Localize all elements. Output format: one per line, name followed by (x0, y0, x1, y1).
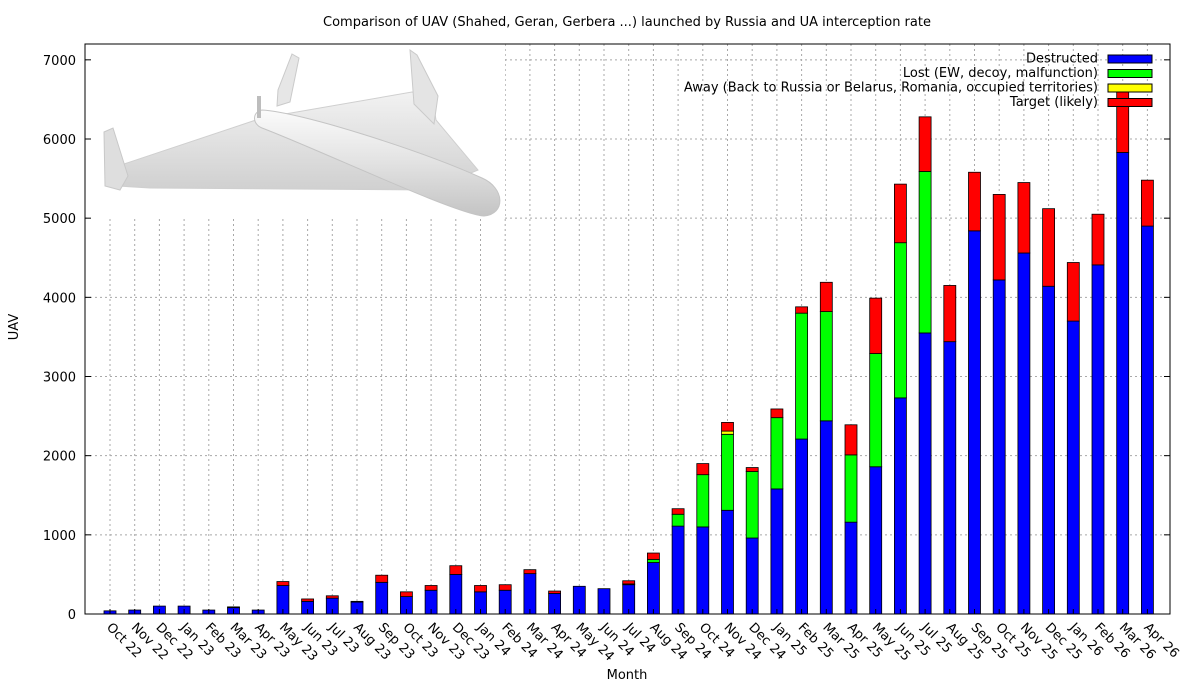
bar-segment (523, 573, 537, 615)
bar-segment (1042, 208, 1055, 287)
bar-segment (696, 463, 710, 476)
y-tick-label: 5000 (43, 212, 76, 227)
y-tick-label: 1000 (43, 529, 76, 544)
bar-segment (498, 584, 512, 591)
bar-segment (227, 606, 240, 609)
bar-segment (721, 430, 734, 435)
y-tick-label: 0 (68, 608, 76, 623)
y-tick-label: 4000 (43, 291, 76, 306)
bar-segment (696, 474, 710, 528)
bar-segment (622, 580, 636, 585)
y-axis-label: UAV (7, 314, 22, 341)
bar-segment (869, 297, 883, 354)
bar-segment (1017, 182, 1031, 254)
bar-segment (844, 521, 858, 615)
y-tick-label: 6000 (43, 133, 76, 148)
legend-swatch (1107, 83, 1153, 93)
bar-segment (770, 408, 784, 419)
bar-segment (968, 171, 981, 232)
bar-segment (1017, 252, 1031, 615)
bar-segment (819, 311, 833, 422)
x-axis-label: Month (607, 668, 648, 683)
bar-segment (721, 422, 734, 432)
bar-segment (449, 565, 463, 575)
legend-label: Lost (EW, decoy, malfunction) (903, 66, 1098, 81)
legend-swatch (1107, 98, 1153, 107)
bar-segment (918, 116, 932, 172)
legend-label: Destructed (1026, 52, 1098, 67)
bar-segment (548, 590, 561, 594)
shahed-drone-illustration (90, 44, 505, 219)
bar-segment (1116, 152, 1130, 615)
bar-segment (943, 341, 957, 615)
bar-segment (325, 595, 339, 599)
bar-segment (869, 466, 883, 615)
bar-segment (894, 397, 907, 615)
chart-title: Comparison of UAV (Shahed, Geran, Gerber… (323, 15, 931, 30)
bar-segment (399, 591, 413, 597)
y-tick-label: 2000 (43, 450, 76, 465)
bar-segment (992, 279, 1006, 615)
bar-segment (696, 526, 710, 615)
bar-segment (795, 312, 808, 440)
bar-segment (350, 600, 364, 603)
bar-segment (894, 183, 907, 244)
bar-segment (449, 574, 463, 615)
bar-segment (795, 438, 808, 615)
bar-segment (474, 585, 487, 593)
bar-segment (276, 581, 290, 586)
bar-segment (745, 471, 759, 539)
bar-segment (647, 558, 660, 563)
bar-segment (721, 509, 734, 615)
bar-segment (869, 353, 883, 468)
y-tick-label: 7000 (43, 54, 76, 69)
bar-segment (1066, 262, 1080, 322)
bar-segment (844, 424, 858, 456)
bar-segment (968, 230, 981, 615)
legend-swatch (1107, 69, 1153, 78)
legend-swatch (1107, 54, 1153, 64)
bar-segment (1091, 213, 1105, 266)
bar-segment (647, 552, 660, 560)
bar-segment (992, 194, 1006, 281)
bar-segment (671, 513, 685, 527)
legend-label: Away (Back to Russia or Belarus, Romania… (684, 81, 1098, 96)
bar-segment (1116, 85, 1130, 153)
bar-segment (1141, 225, 1154, 615)
bar-segment (770, 417, 784, 490)
bar-segment (671, 508, 685, 515)
y-tick-label: 3000 (43, 371, 76, 386)
bar-segment (819, 420, 833, 615)
bar-segment (943, 285, 957, 343)
bar-segment (918, 171, 932, 334)
bar-segment (1091, 264, 1105, 615)
bar-segment (523, 569, 537, 575)
bar-segment (770, 488, 784, 615)
bar-segment (671, 525, 685, 615)
bar-segment (721, 433, 734, 511)
plot-frame (84, 43, 1171, 615)
bar-segment (1066, 320, 1080, 615)
bar-segment (894, 242, 907, 399)
bar-segment (795, 306, 808, 314)
bar-segment (1141, 179, 1154, 227)
bar-segment (647, 562, 660, 615)
bar-segment (424, 585, 438, 591)
bar-segment (819, 281, 833, 312)
bar-segment (844, 454, 858, 523)
bar-segment (301, 598, 315, 602)
bar-segment (745, 537, 759, 615)
bar-segment (375, 574, 389, 583)
bar-segment (1042, 285, 1055, 615)
bar-segment (745, 467, 759, 472)
bar-segment (918, 332, 932, 615)
legend-label: Target (likely) (1009, 95, 1098, 110)
